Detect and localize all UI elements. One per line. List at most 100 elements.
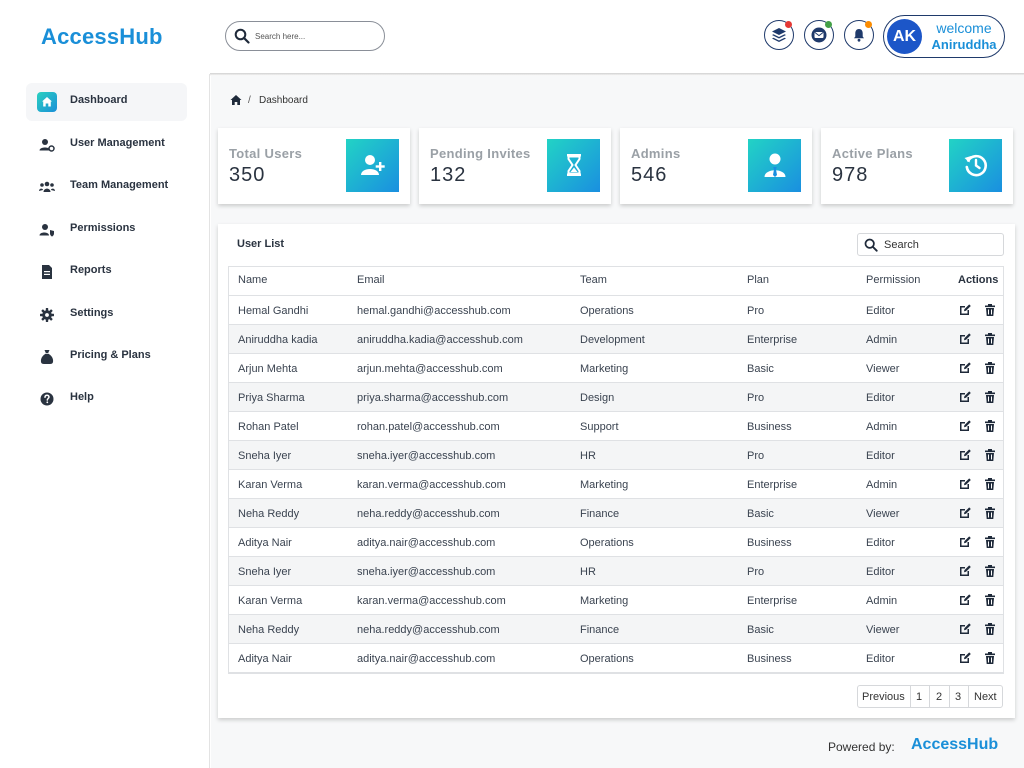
- app-logo[interactable]: AccessHub: [41, 24, 163, 49]
- edit-icon[interactable]: [958, 361, 972, 380]
- table-cell: Editor: [866, 305, 895, 317]
- sidebar-item-permissions[interactable]: Permissions: [26, 211, 187, 249]
- table-row[interactable]: Rohan Patel rohan.patel@accesshub.com Supp…: [229, 412, 1003, 441]
- trash-icon[interactable]: [983, 361, 997, 380]
- column-header[interactable]: Plan: [747, 274, 770, 286]
- table-cell: Pro: [747, 392, 765, 404]
- trash-icon[interactable]: [983, 651, 997, 670]
- user-profile-menu[interactable]: AK welcome Aniruddha: [883, 15, 1005, 58]
- global-search[interactable]: [225, 21, 385, 51]
- table-row[interactable]: Arjun Mehta arjun.mehta@accesshub.com Mark…: [229, 354, 1003, 383]
- breadcrumb-separator: /: [248, 95, 251, 106]
- global-search-input[interactable]: [255, 28, 375, 44]
- stat-title: Active Plans: [832, 146, 913, 161]
- money-bag-icon: [40, 350, 54, 364]
- table-cell: Hemal Gandhi: [238, 305, 309, 317]
- edit-icon[interactable]: [958, 303, 972, 322]
- sidebar-item-label: Pricing & Plans: [70, 349, 151, 361]
- next-page-button[interactable]: Next: [974, 691, 997, 703]
- trash-icon[interactable]: [983, 535, 997, 554]
- table-row[interactable]: Priya Sharma priya.sharma@accesshub.com De…: [229, 383, 1003, 412]
- table-cell: Business: [747, 653, 792, 665]
- trash-icon[interactable]: [983, 564, 997, 583]
- trash-icon[interactable]: [983, 593, 997, 612]
- table-row[interactable]: Karan Verma karan.verma@accesshub.com Mark…: [229, 470, 1003, 499]
- table-cell: Neha Reddy: [238, 624, 300, 636]
- table-cell: Sneha Iyer: [238, 450, 292, 462]
- table-row[interactable]: Sneha Iyer sneha.iyer@accesshub.com HR Pro E…: [229, 441, 1003, 470]
- sidebar: Dashboard User Management Team Managemen…: [0, 74, 210, 768]
- sidebar-item-user-management[interactable]: User Management: [26, 126, 187, 164]
- table-cell: Neha Reddy: [238, 508, 300, 520]
- edit-icon[interactable]: [958, 535, 972, 554]
- column-header[interactable]: Email: [357, 274, 385, 286]
- table-cell: Basic: [747, 508, 774, 520]
- table-row[interactable]: Sneha Iyer sneha.iyer@accesshub.com HR Pro E…: [229, 557, 1003, 586]
- trash-icon[interactable]: [983, 622, 997, 641]
- footer-logo: AccessHub: [911, 736, 999, 753]
- table-cell: sneha.iyer@accesshub.com: [357, 450, 496, 462]
- page-button[interactable]: 3: [955, 691, 962, 703]
- sidebar-item-label: Dashboard: [70, 94, 128, 106]
- table-cell: arjun.mehta@accesshub.com: [357, 363, 503, 375]
- mail-icon: [811, 27, 827, 43]
- table-cell: Design: [580, 392, 615, 404]
- sidebar-item-dashboard[interactable]: Dashboard: [26, 83, 187, 121]
- edit-icon[interactable]: [958, 506, 972, 525]
- layers-button[interactable]: [764, 20, 794, 50]
- table-row[interactable]: Neha Reddy neha.reddy@accesshub.com Financ…: [229, 615, 1003, 644]
- table-row[interactable]: Aditya Nair aditya.nair@accesshub.com Oper…: [229, 528, 1003, 557]
- sidebar-item-label: Permissions: [70, 222, 136, 234]
- hourglass-icon: [567, 154, 581, 176]
- table-cell: Sneha Iyer: [238, 566, 292, 578]
- trash-icon[interactable]: [983, 332, 997, 351]
- user-search-input[interactable]: [884, 238, 994, 252]
- edit-icon[interactable]: [958, 564, 972, 583]
- trash-icon[interactable]: [983, 448, 997, 467]
- table-cell: Basic: [747, 624, 774, 636]
- edit-icon[interactable]: [958, 448, 972, 467]
- sidebar-item-help[interactable]: Help: [26, 380, 187, 418]
- trash-icon[interactable]: [983, 419, 997, 438]
- table-cell: Viewer: [866, 508, 900, 520]
- page-button[interactable]: 1: [916, 691, 923, 703]
- column-header[interactable]: Name: [238, 274, 268, 286]
- edit-icon[interactable]: [958, 390, 972, 409]
- column-header[interactable]: Team: [580, 274, 607, 286]
- table-cell: Business: [747, 537, 792, 549]
- table-row[interactable]: Aniruddha kadia aniruddha.kadia@accesshub…: [229, 325, 1003, 354]
- user-search[interactable]: [857, 233, 1004, 256]
- table-cell: Operations: [580, 305, 634, 317]
- trash-icon[interactable]: [983, 477, 997, 496]
- sidebar-item-settings[interactable]: Settings: [26, 296, 187, 334]
- table-cell: priya.sharma@accesshub.com: [357, 392, 509, 404]
- column-header[interactable]: Permission: [866, 274, 921, 286]
- home-icon[interactable]: [230, 94, 242, 106]
- table-row[interactable]: Aditya Nair aditya.nair@accesshub.com Oper…: [229, 644, 1003, 673]
- trash-icon[interactable]: [983, 506, 997, 525]
- table-row[interactable]: Karan Verma karan.verma@accesshub.com Mark…: [229, 586, 1003, 615]
- sidebar-item-label: Settings: [70, 307, 114, 319]
- page-button[interactable]: 2: [936, 691, 943, 703]
- previous-page-button[interactable]: Previous: [862, 691, 905, 703]
- edit-icon[interactable]: [958, 477, 972, 496]
- table-row[interactable]: Hemal Gandhi hemal.gandhi@accesshub.com Op…: [229, 296, 1003, 325]
- table-row[interactable]: Neha Reddy neha.reddy@accesshub.com Financ…: [229, 499, 1003, 528]
- edit-icon[interactable]: [958, 332, 972, 351]
- notifications-button[interactable]: [844, 20, 874, 50]
- history-icon: [964, 154, 987, 177]
- sidebar-item-team-management[interactable]: Team Management: [26, 168, 187, 206]
- edit-icon[interactable]: [958, 622, 972, 641]
- trash-icon[interactable]: [983, 390, 997, 409]
- sidebar-item-pricing-plans[interactable]: Pricing & Plans: [26, 338, 187, 376]
- edit-icon[interactable]: [958, 419, 972, 438]
- mail-button[interactable]: [804, 20, 834, 50]
- table-cell: HR: [580, 566, 596, 578]
- table-cell: Pro: [747, 566, 765, 578]
- trash-icon[interactable]: [983, 303, 997, 322]
- stat-card-active-plans: Active Plans 978: [821, 128, 1013, 204]
- sidebar-item-reports[interactable]: Reports: [26, 253, 187, 291]
- gear-icon: [40, 308, 54, 322]
- edit-icon[interactable]: [958, 651, 972, 670]
- edit-icon[interactable]: [958, 593, 972, 612]
